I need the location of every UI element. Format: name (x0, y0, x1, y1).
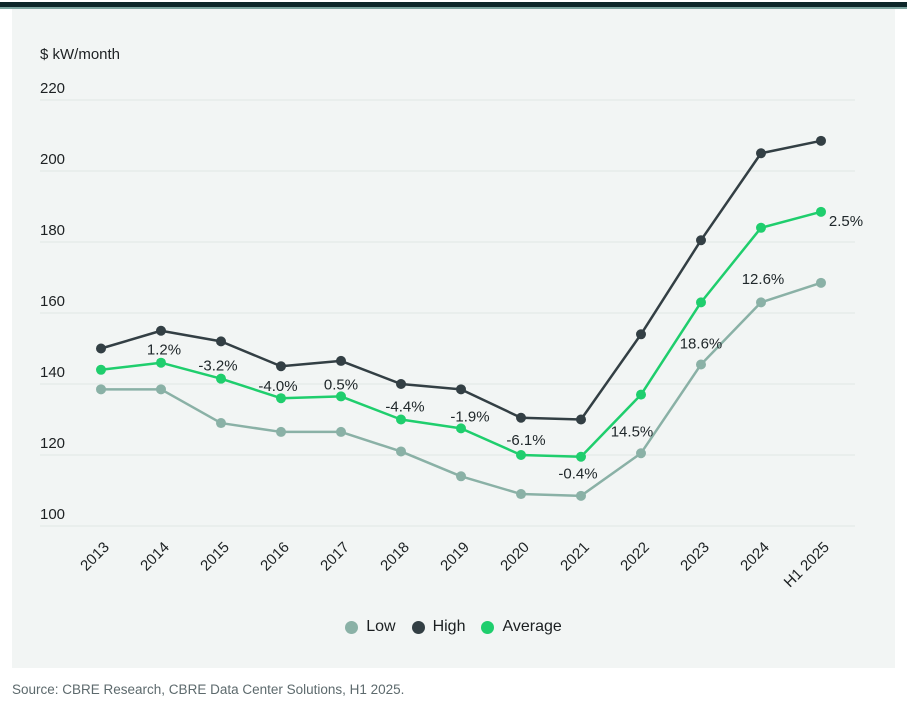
data-point-low-h1-2025 (816, 277, 826, 288)
legend-label: Average (502, 618, 562, 635)
data-point-low-2015 (216, 418, 226, 429)
data-point-low-2016 (276, 426, 286, 437)
x-tick-label: 2016 (257, 539, 293, 575)
pct-change-label: 0.5% (324, 376, 358, 393)
data-point-high-2016 (276, 361, 286, 372)
data-point-high-2023 (696, 235, 706, 246)
x-tick-label: 2014 (137, 539, 173, 575)
data-point-average-2022 (636, 389, 646, 400)
pct-change-label: -4.4% (385, 398, 424, 415)
x-tick-label: 2022 (617, 539, 653, 575)
data-point-average-2023 (696, 297, 706, 308)
x-tick-label: H1 2025 (781, 539, 833, 591)
data-point-low-2020 (516, 489, 526, 500)
pct-change-label: 14.5% (611, 424, 654, 441)
pct-change-label: -1.9% (450, 408, 489, 425)
data-point-average-2014 (156, 357, 166, 368)
y-tick-label: 100 (40, 506, 65, 523)
pct-change-label: 18.6% (680, 335, 723, 352)
y-tick-label: 140 (40, 364, 65, 381)
x-tick-label: 2021 (557, 539, 593, 575)
y-tick-label: 220 (40, 80, 65, 97)
data-point-low-2014 (156, 384, 166, 395)
data-point-high-2015 (216, 336, 226, 347)
pct-change-label: -3.2% (198, 358, 237, 375)
data-point-low-2019 (456, 471, 466, 482)
y-axis-title: $ kW/month (40, 46, 121, 63)
pct-change-label: 1.2% (147, 342, 181, 359)
page: 100 120 140 160 180 200 220 2013 2014 2015 2016 201… (0, 2, 907, 697)
data-point-average-2017 (336, 391, 346, 402)
data-point-low-2022 (636, 448, 646, 459)
data-point-high-2021 (576, 414, 586, 425)
x-tick-label: 2013 (77, 539, 113, 575)
legend-label: High (432, 618, 466, 635)
data-point-average-2018 (396, 414, 406, 425)
x-tick-label: 2018 (377, 539, 413, 575)
data-point-high-2018 (396, 379, 406, 389)
legend-item-low[interactable]: Low (345, 618, 396, 636)
x-tick-label: 2023 (677, 539, 713, 575)
data-point-average-2019 (456, 423, 466, 434)
data-point-average-2016 (276, 393, 286, 404)
pct-change-label: 12.6% (742, 271, 785, 288)
pct-change-label: 2.5% (829, 213, 863, 230)
legend: Low High Average (12, 618, 895, 636)
data-point-average-2024 (756, 222, 766, 233)
legend-item-high[interactable]: High (411, 618, 466, 636)
pct-change-label: -0.4% (558, 466, 597, 483)
data-point-average-2015 (216, 373, 226, 384)
source-note: Source: CBRE Research, CBRE Data Center … (12, 682, 405, 697)
legend-dot-average (481, 620, 495, 634)
data-point-low-2013 (96, 384, 106, 395)
y-tick-label: 180 (40, 222, 65, 239)
data-point-low-2024 (756, 297, 766, 308)
top-accent-bar (0, 2, 907, 9)
y-tick-label: 200 (40, 151, 65, 168)
data-point-high-2024 (756, 148, 766, 159)
data-point-high-2013 (96, 343, 106, 354)
x-tick-label: 2019 (437, 539, 473, 575)
line-chart: 100 120 140 160 180 200 220 2013 2014 2015 2016 201… (40, 80, 863, 591)
y-tick-label: 120 (40, 435, 65, 452)
data-point-low-2021 (576, 490, 586, 501)
data-point-average-2020 (516, 450, 526, 460)
series-line-high (100, 139, 822, 421)
data-point-high-2022 (636, 329, 646, 340)
pct-change-label: -4.0% (258, 378, 297, 395)
y-tick-label: 160 (40, 293, 65, 310)
chart-panel: 100 120 140 160 180 200 220 2013 2014 2015 2016 201… (12, 9, 895, 668)
data-point-low-2023 (696, 359, 706, 370)
legend-dot-low (345, 620, 359, 634)
data-point-high-h1-2025 (816, 135, 826, 146)
legend-dot-high (411, 620, 425, 634)
x-tick-label: 2017 (317, 539, 353, 575)
x-tick-label: 2015 (197, 539, 233, 575)
data-point-average-2013 (96, 364, 106, 375)
x-tick-label: 2024 (737, 539, 773, 575)
data-point-average-h1-2025 (816, 206, 826, 217)
data-point-high-2014 (156, 325, 166, 336)
data-point-low-2017 (336, 426, 346, 437)
data-point-high-2017 (336, 355, 346, 366)
data-point-high-2019 (456, 384, 466, 395)
pct-change-label: -6.1% (506, 432, 545, 449)
data-point-average-2021 (576, 451, 586, 462)
legend-item-average[interactable]: Average (481, 618, 562, 636)
x-tick-label: 2020 (497, 539, 533, 575)
data-point-high-2020 (516, 412, 526, 423)
data-point-low-2018 (396, 446, 406, 457)
legend-label: Low (366, 618, 396, 635)
